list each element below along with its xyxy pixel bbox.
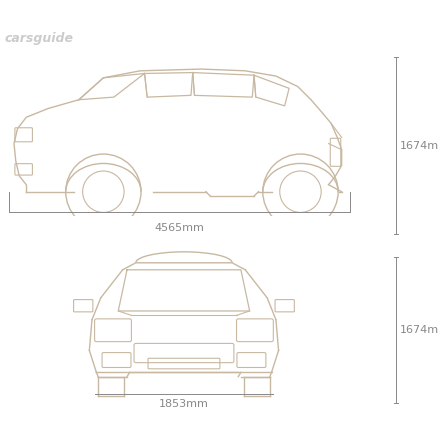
- Text: 1853mm: 1853mm: [159, 400, 209, 409]
- Text: 1674mm: 1674mm: [400, 325, 438, 335]
- Text: 4565mm: 4565mm: [155, 223, 205, 233]
- Text: 1674mm: 1674mm: [400, 141, 438, 151]
- Text: carsguide: carsguide: [4, 32, 74, 45]
